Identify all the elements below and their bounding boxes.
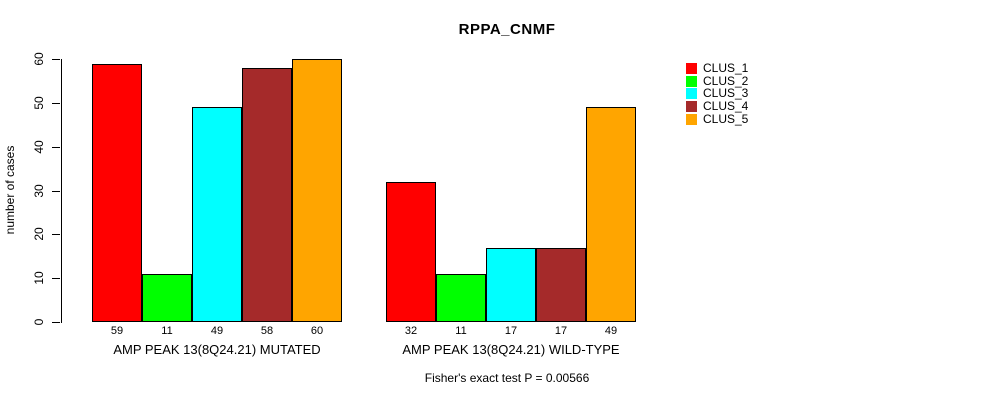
- fisher-test-annotation: Fisher's exact test P = 0.00566: [424, 371, 590, 385]
- y-tick-mark: [52, 190, 60, 192]
- bar-group2-clus_2: [436, 273, 486, 322]
- y-tick-mark: [52, 234, 60, 236]
- bar-value-group1-clus_5: 60: [310, 325, 324, 337]
- y-tick-mark: [52, 146, 60, 148]
- legend-swatch-clus_3: [686, 88, 697, 100]
- y-tick-mark: [52, 59, 60, 61]
- bar-value-group2-clus_2: 11: [455, 325, 467, 337]
- y-tick-label: 50: [32, 96, 46, 110]
- bar-value-group1-clus_2: 11: [161, 325, 173, 337]
- legend-item-clus_5: CLUS_5: [686, 113, 748, 126]
- bar-group2-clus_3: [486, 247, 536, 322]
- y-tick-label: 60: [32, 52, 46, 66]
- bar-group1-clus_3: [192, 107, 242, 322]
- bar-group1-clus_4: [242, 68, 292, 322]
- y-tick-label: 40: [32, 140, 46, 154]
- legend-label-clus_3: CLUS_3: [703, 86, 749, 101]
- legend-swatch-clus_2: [686, 75, 697, 87]
- bar-group2-clus_5: [586, 107, 636, 322]
- legend-label-clus_2: CLUS_2: [703, 73, 749, 88]
- legend-item-clus_1: CLUS_1: [686, 62, 748, 75]
- legend-label-clus_5: CLUS_5: [703, 111, 749, 126]
- x-category-label-wild-type: AMP PEAK 13(8Q24.21) WILD-TYPE: [402, 342, 620, 357]
- y-tick-label: 20: [32, 227, 46, 242]
- legend-swatch-clus_5: [686, 113, 697, 125]
- y-tick-mark: [52, 278, 60, 280]
- legend: CLUS_1 CLUS_2 CLUS_3 CLUS_4 CLUS_5: [686, 62, 748, 125]
- bar-group1-clus_5: [292, 59, 342, 322]
- x-category-label-mutated: AMP PEAK 13(8Q24.21) MUTATED: [113, 342, 321, 357]
- chart-title: RPPA_CNMF: [458, 21, 556, 38]
- bar-value-group1-clus_3: 49: [210, 325, 224, 337]
- y-tick-mark: [52, 103, 60, 105]
- legend-label-clus_4: CLUS_4: [703, 98, 749, 113]
- legend-label-clus_1: CLUS_1: [703, 60, 749, 75]
- legend-item-clus_4: CLUS_4: [686, 100, 748, 113]
- legend-item-clus_3: CLUS_3: [686, 87, 748, 100]
- y-axis-line: [61, 59, 62, 323]
- bar-value-group1-clus_4: 58: [260, 325, 274, 337]
- y-tick-label: 10: [32, 271, 46, 285]
- legend-swatch-clus_1: [686, 62, 697, 74]
- bar-value-group2-clus_5: 49: [604, 325, 618, 337]
- legend-swatch-clus_4: [686, 100, 697, 112]
- y-axis-label: number of cases: [3, 145, 17, 235]
- bar-value-group1-clus_1: 59: [110, 325, 124, 337]
- bar-group1-clus_1: [92, 63, 142, 322]
- bar-group2-clus_4: [536, 247, 586, 322]
- bar-value-group2-clus_4: 17: [554, 325, 568, 337]
- bar-group2-clus_1: [386, 181, 436, 322]
- y-tick-label: 0: [32, 318, 46, 326]
- bar-group1-clus_2: [142, 273, 192, 322]
- y-tick-mark: [52, 322, 60, 323]
- y-tick-label: 30: [32, 183, 46, 198]
- bar-value-group2-clus_1: 32: [404, 325, 418, 337]
- bar-value-group2-clus_3: 17: [504, 325, 518, 337]
- legend-item-clus_2: CLUS_2: [686, 75, 748, 88]
